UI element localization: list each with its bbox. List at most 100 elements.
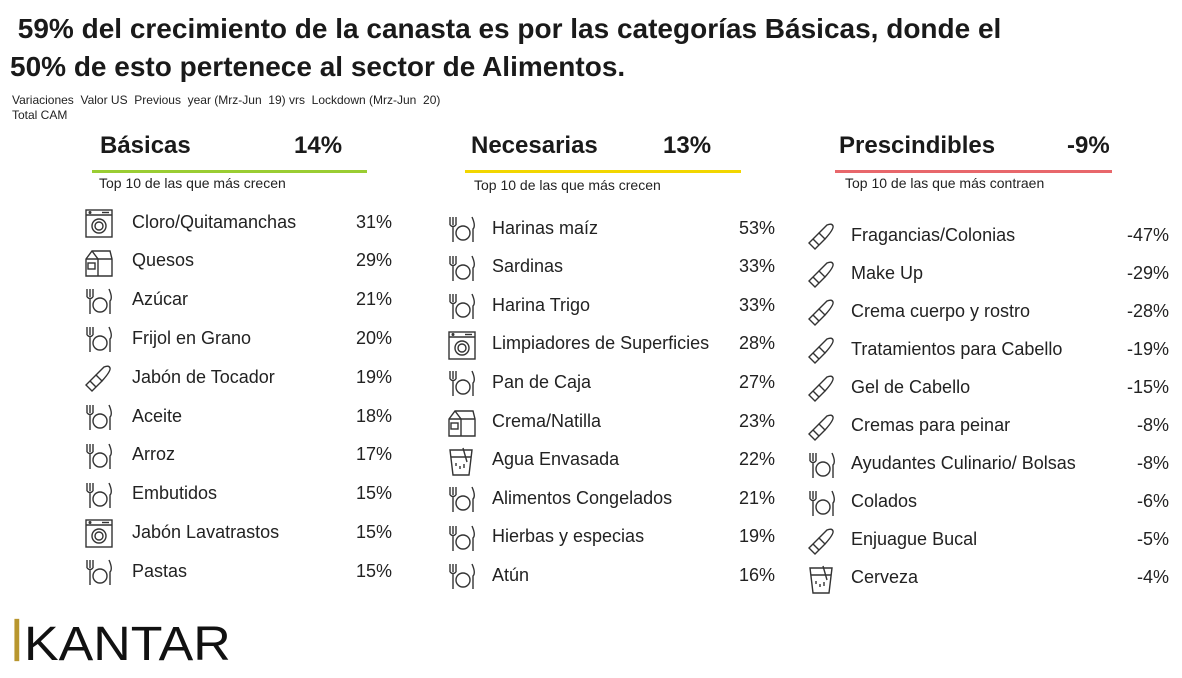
milk-carton-icon: [445, 405, 479, 439]
item-value: 18%: [355, 405, 392, 426]
subtitle-line-1: Variaciones Valor US Previous year (Mrz-…: [12, 93, 441, 107]
list-item: Pan de Caja 27%: [445, 364, 815, 400]
plate-cutlery-icon: [82, 400, 116, 434]
item-value: 17%: [355, 444, 392, 465]
list-item: Sardinas 33%: [445, 249, 815, 285]
list-item: Embutidos 15%: [82, 476, 452, 512]
item-label: Aceite: [132, 405, 183, 426]
plate-cutlery-icon: [805, 448, 839, 482]
list-item: Aceite 18%: [82, 398, 452, 434]
list-item: Agua Envasada 22%: [445, 442, 815, 478]
item-label: Crema/Natilla: [492, 410, 602, 431]
lipstick-icon: [82, 361, 116, 395]
list-item: Alimentos Congelados 21%: [445, 480, 815, 516]
item-value: -8%: [1136, 415, 1169, 435]
column-caption: Top 10 de las que más crecen: [99, 175, 286, 191]
item-label: Tratamientos para Cabello: [851, 338, 1063, 359]
lipstick-icon: [805, 524, 839, 558]
item-label: Pan de Caja: [492, 371, 592, 392]
plate-cutlery-icon: [82, 555, 116, 589]
item-value: 53%: [738, 217, 775, 238]
column-total: 14%: [294, 132, 343, 159]
plate-cutlery-icon: [445, 482, 479, 516]
list-item: Hierbas y especias 19%: [445, 519, 815, 555]
item-label: Ayudantes Culinario/ Bolsas: [851, 453, 1076, 474]
list-item: Crema/Natilla 23%: [445, 403, 815, 439]
item-label: Hierbas y especias: [492, 526, 645, 547]
list-item: Azúcar 21%: [82, 282, 452, 318]
kantar-logo: KANTAR: [14, 617, 231, 665]
lipstick-icon: [805, 410, 839, 444]
item-label: Pastas: [132, 560, 188, 581]
item-label: Jabón de Tocador: [132, 366, 275, 387]
item-value: -4%: [1136, 567, 1169, 588]
list-item: Atún 16%: [445, 557, 815, 593]
item-label: Harina Trigo: [492, 294, 591, 315]
item-value: 21%: [355, 289, 392, 310]
item-value: 21%: [738, 487, 775, 508]
item-value: 15%: [355, 483, 392, 504]
lipstick-icon: [805, 219, 839, 253]
item-value: -6%: [1136, 491, 1169, 512]
item-label: Fragancias/Colonias: [851, 224, 1016, 245]
subtitle: Variaciones Valor US Previous year (Mrz-…: [12, 93, 440, 123]
item-value: 31%: [355, 211, 392, 232]
item-value: 27%: [738, 371, 775, 392]
item-value: -28%: [1126, 300, 1169, 321]
item-value: 33%: [738, 256, 775, 277]
item-label: Make Up: [851, 262, 924, 283]
item-label: Harinas maíz: [492, 217, 599, 238]
plate-cutlery-icon: [82, 284, 116, 318]
plate-cutlery-icon: [445, 289, 479, 323]
lipstick-icon: [805, 295, 839, 329]
column-total: 13%: [663, 132, 712, 159]
item-value: 22%: [738, 449, 775, 470]
item-label: Cerveza: [851, 567, 919, 588]
list-item: Make Up -29%: [805, 255, 1175, 291]
plate-cutlery-icon: [82, 439, 116, 473]
washing-machine-icon: [82, 206, 116, 240]
list-item: Fragancias/Colonias -47%: [805, 217, 1175, 253]
item-label: Enjuague Bucal: [851, 529, 978, 550]
list-item: Harinas maíz 53%: [445, 210, 815, 246]
milk-carton-icon: [82, 245, 116, 279]
title-line-2: 50% de esto pertenece al sector de Alime…: [10, 51, 626, 82]
logo-accent-bar: [14, 618, 20, 662]
item-value: -15%: [1126, 376, 1169, 397]
washing-machine-icon: [445, 328, 479, 362]
plate-cutlery-icon: [445, 212, 479, 246]
column-total: -9%: [1067, 132, 1110, 159]
item-value: 15%: [355, 560, 392, 581]
item-label: Azúcar: [132, 289, 189, 310]
column-prescindibles: Prescindibles -9% Top 10 de las que más co…: [805, 128, 1182, 608]
item-label: Gel de Cabello: [851, 376, 971, 397]
item-value: 19%: [738, 526, 775, 547]
item-label: Limpiadores de Superficies: [492, 333, 710, 354]
item-label: Crema cuerpo y rostro: [851, 300, 1031, 321]
plate-cutlery-icon: [445, 366, 479, 400]
column-necesarias: Necesarias 13% Top 10 de las que más crece…: [445, 128, 825, 608]
item-value: -5%: [1136, 529, 1169, 550]
list-item: Cerveza -4%: [805, 560, 1175, 596]
item-label: Quesos: [132, 250, 195, 271]
item-value: 28%: [738, 333, 775, 354]
item-label: Sardinas: [492, 256, 564, 277]
title-line-1: 59% del crecimiento de la canasta es por…: [10, 13, 1002, 44]
list-item: Gel de Cabello -15%: [805, 369, 1175, 405]
plate-cutlery-icon: [445, 251, 479, 285]
item-label: Atún: [492, 564, 530, 585]
list-item: Pastas 15%: [82, 553, 452, 589]
item-label: Jabón Lavatrastos: [132, 521, 280, 542]
column-title: Básicas: [100, 132, 191, 159]
item-label: Embutidos: [132, 483, 218, 504]
list-item: Frijol en Grano 20%: [82, 320, 452, 356]
column-caption: Top 10 de las que más contraen: [845, 175, 1045, 191]
lipstick-icon: [805, 333, 839, 367]
item-label: Alimentos Congelados: [492, 487, 673, 508]
glass-icon: [445, 444, 479, 478]
item-label: Arroz: [132, 444, 176, 465]
list-item: Enjuague Bucal -5%: [805, 522, 1175, 558]
subtitle-line-2: Total CAM: [12, 108, 68, 122]
list-item: Arroz 17%: [82, 437, 452, 473]
list-item: Cloro/Quitamanchas 31%: [82, 204, 452, 240]
